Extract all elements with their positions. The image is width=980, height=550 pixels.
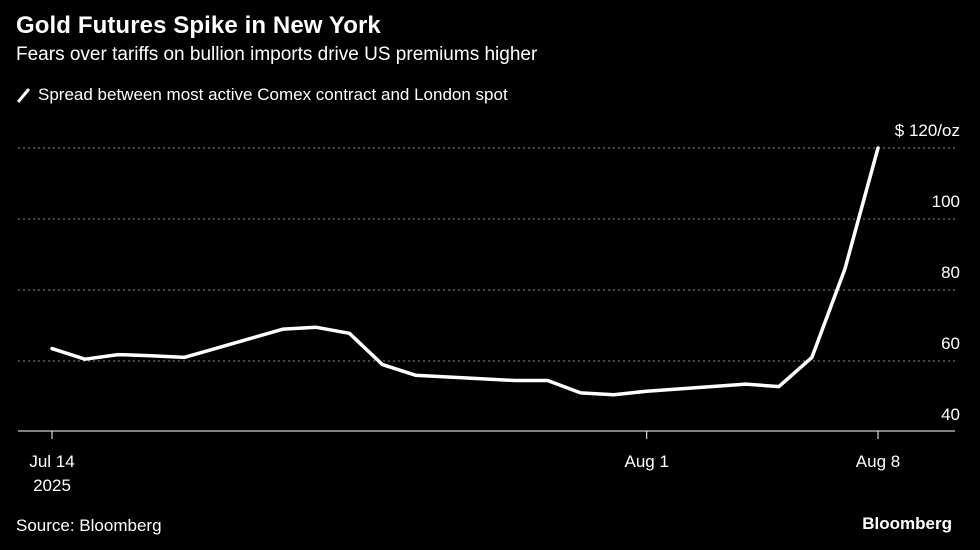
chart-subtitle: Fears over tariffs on bullion imports dr… [16,44,538,65]
y-tick-label: 40 [941,405,960,424]
x-tick-label: Aug 8 [856,452,900,471]
legend-label: Spread between most active Comex contrac… [38,85,508,104]
series-line [50,146,880,397]
legend: Spread between most active Comex contrac… [16,85,508,105]
y-tick-label: 60 [941,334,960,353]
y-tick-label: $ 120/oz [895,121,960,140]
x-tick-label: Aug 1 [625,452,669,471]
chart-title: Gold Futures Spike in New York [16,12,381,39]
brand-logo: Bloomberg [862,514,952,533]
y-axis-ticks: 40 60 80 100 $ 120/oz [895,121,960,424]
grid-lines [18,147,955,362]
y-tick-label: 80 [941,263,960,282]
x-axis-ticks: Jul 14 2025 Aug 1 Aug 8 [29,431,900,495]
x-tick-label: Jul 14 [29,452,74,471]
source-note: Source: Bloomberg [16,516,162,535]
x-tick-sublabel: 2025 [33,476,71,495]
y-tick-label: 100 [932,192,960,211]
